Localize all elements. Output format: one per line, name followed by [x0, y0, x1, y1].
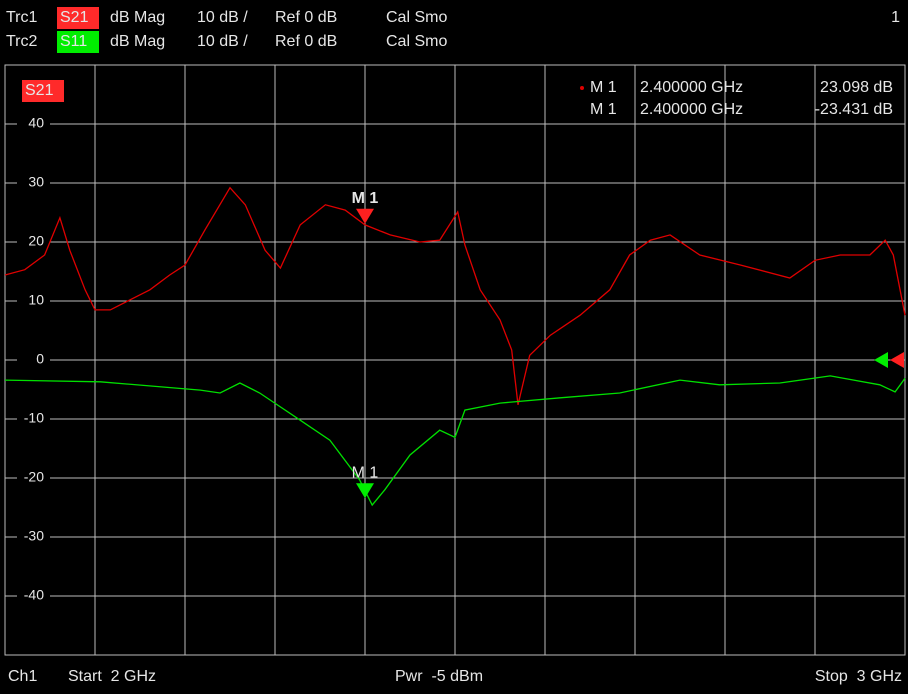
ref-marker-s11 — [874, 352, 888, 368]
trace-ref: Ref 0 dB — [275, 9, 337, 26]
y-tick-label: 20 — [28, 233, 44, 249]
y-tick-label-bg — [6, 116, 50, 132]
y-tick-label-bg — [6, 470, 50, 486]
y-tick-label-bg — [6, 529, 50, 545]
y-tick-label-bg — [6, 411, 50, 427]
trace-cal: Cal Smo — [386, 33, 447, 50]
trace-cal: Cal Smo — [386, 9, 447, 26]
footer-stop: Stop 3 GHz — [815, 668, 902, 685]
y-tick-label: 30 — [28, 174, 44, 190]
y-tick-label-bg — [6, 352, 50, 368]
marker-label: M 1 — [352, 190, 379, 207]
y-tick-label: -10 — [24, 410, 44, 426]
y-tick-label-bg — [6, 588, 50, 604]
footer-power: Pwr -5 dBm — [395, 668, 483, 685]
trace-scale: 10 dB / — [197, 9, 248, 26]
y-tick-label-bg — [6, 293, 50, 309]
y-tick-label-bg — [6, 234, 50, 250]
marker-label: M 1 — [352, 464, 379, 481]
readout-x: 2.400000 GHz — [640, 101, 743, 118]
readout-x: 2.400000 GHz — [640, 79, 743, 96]
readout-name: M 1 — [590, 79, 617, 96]
footer-start: Start 2 GHz — [68, 668, 156, 685]
trace-param: S11 — [60, 33, 87, 50]
y-tick-label: 40 — [28, 115, 44, 131]
trace-format: dB Mag — [110, 33, 165, 50]
y-tick-label: -20 — [24, 469, 44, 485]
active-trace-box — [22, 80, 64, 102]
trace-line — [4, 375, 906, 507]
trace-param: S21 — [60, 9, 89, 26]
y-tick-label: -40 — [24, 587, 44, 603]
trace-scale: 10 dB / — [197, 33, 248, 50]
active-marker-dot — [580, 86, 584, 90]
readout-name: M 1 — [590, 101, 617, 118]
footer-channel: Ch1 — [8, 668, 37, 685]
trace-name: Trc1 — [6, 9, 38, 26]
marker-triangle — [356, 483, 374, 499]
y-tick-label-bg — [6, 175, 50, 191]
window-number: 1 — [891, 9, 900, 26]
y-tick-label: 0 — [36, 351, 44, 367]
trace-param-box — [57, 7, 99, 29]
active-trace-label: S21 — [25, 82, 54, 99]
readout-value: -23.431 dB — [815, 101, 893, 118]
y-tick-label: 10 — [28, 292, 44, 308]
trace-ref: Ref 0 dB — [275, 33, 337, 50]
trace-line — [4, 186, 906, 405]
marker-triangle — [356, 208, 374, 224]
trace-name: Trc2 — [6, 33, 38, 50]
y-tick-label: -30 — [24, 528, 44, 544]
trace-format: dB Mag — [110, 9, 165, 26]
readout-value: 23.098 dB — [820, 79, 893, 96]
trace-param-box — [57, 31, 99, 53]
ref-marker-s21 — [890, 352, 904, 368]
